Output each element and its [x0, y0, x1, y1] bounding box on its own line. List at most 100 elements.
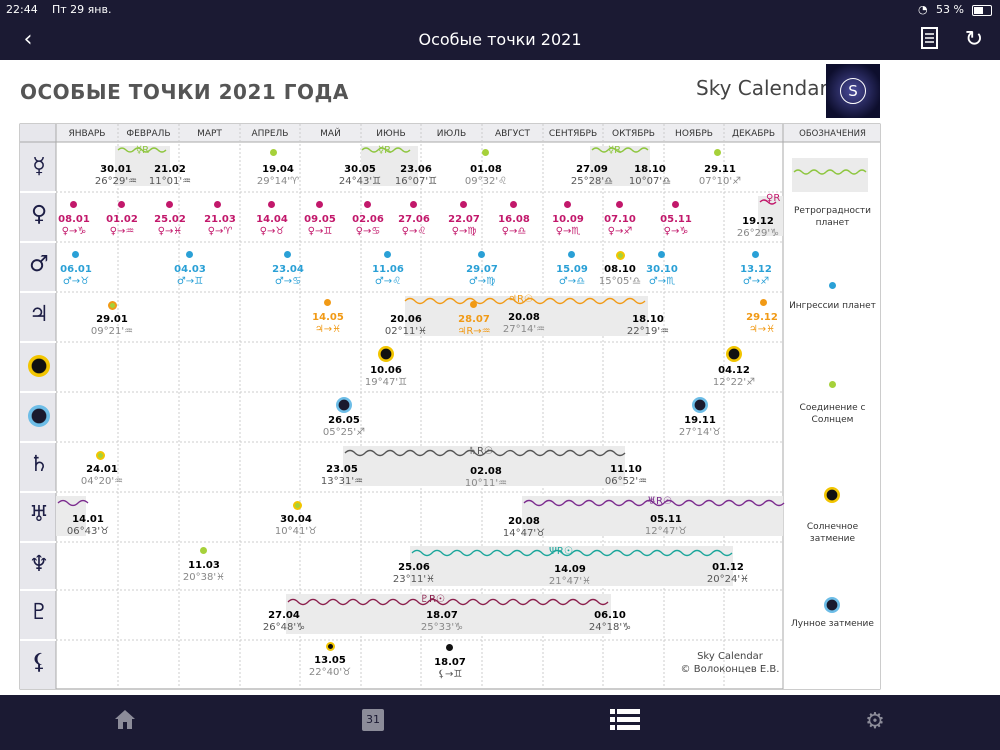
- mars-ingress-dot: [478, 251, 485, 258]
- mercury-event: 18.10 10°07'♎: [628, 164, 672, 187]
- saturn-event: 11.10 06°52'♒: [604, 464, 648, 487]
- mars-icon: ♂: [29, 252, 49, 277]
- jupiter-ingress-dot: [470, 301, 477, 308]
- mercury-conj-dot-2: [482, 149, 489, 156]
- saturn-retro-band: [343, 446, 625, 486]
- venus-retro-wave: [759, 199, 777, 205]
- month-mar: МАРТ: [197, 129, 222, 139]
- month-oct: ОКТЯБРЬ: [611, 129, 655, 139]
- venus-ingress-dot: [316, 201, 323, 208]
- pluto-icon: ♇: [29, 600, 49, 625]
- gear-icon[interactable]: ⚙: [865, 709, 885, 734]
- solar-eclipse-event: 10.06 19°47'♊: [364, 365, 408, 388]
- calendar-tab[interactable]: 31: [362, 709, 384, 731]
- mars-event: 29.07 ♂→♍: [466, 264, 498, 287]
- nav-bar: ‹ Особые точки 2021 ↻: [0, 20, 1000, 60]
- legend-ingress-dot: [829, 282, 836, 289]
- month-apr: АПРЕЛЬ: [251, 129, 289, 139]
- legend-solar: Солнечное затмение: [806, 522, 859, 544]
- venus-ingress-dot: [460, 201, 467, 208]
- neptune-event: 01.12 20°24'♓: [706, 562, 750, 585]
- mars-ingress-dot: [72, 251, 79, 258]
- mars-ingress-dot: [658, 251, 665, 258]
- venus-ingress-dot: [214, 201, 221, 208]
- neptune-retro-label: ΨR☉: [549, 546, 573, 557]
- refresh-icon[interactable]: ↻: [964, 27, 984, 52]
- credit-author: © Волоконцев Е.В.: [680, 664, 780, 675]
- venus-event: 01.02 ♀→♒: [106, 214, 138, 237]
- pluto-event: 18.07 25°33'♑: [420, 610, 464, 633]
- mars-ingress-dot: [752, 251, 759, 258]
- pluto-retro-wave: [287, 598, 609, 606]
- saturn-event: 23.05 13°31'♒: [320, 464, 364, 487]
- lunar-eclipse-icon: [28, 405, 50, 427]
- mercury-retro-band-1: [115, 146, 170, 186]
- jupiter-event: 28.07 ♃R→♒: [457, 314, 491, 337]
- legend-ingress: Ингрессии планет: [789, 301, 876, 311]
- venus-event: 25.02 ♀→♓: [154, 214, 186, 237]
- mars-event: 15.09 ♂→♎: [556, 264, 588, 287]
- brand-name: Sky Calendar: [696, 76, 828, 100]
- lilith-conj-dot: [326, 642, 335, 651]
- jupiter-event: 20.08 27°14'♒: [502, 312, 546, 335]
- venus-ingress-dot: [510, 201, 517, 208]
- mercury-retro-label-3: ☿R: [608, 145, 622, 156]
- venus-ingress-dot: [410, 201, 417, 208]
- venus-ingress-dot: [364, 201, 371, 208]
- venus-event: 21.03 ♀→♈: [204, 214, 236, 237]
- mercury-icon: ☿: [32, 154, 46, 179]
- legend-lunar: Лунное затмение: [791, 619, 874, 629]
- venus-event: 16.08 ♀→♎: [498, 214, 530, 237]
- venus-retro-label: ♀R: [766, 193, 781, 204]
- month-may: МАЙ: [320, 129, 341, 139]
- uranus-event: 30.04 10°41'♉: [274, 514, 318, 537]
- mercury-event: 01.08 09°32'♌: [464, 164, 508, 187]
- mercury-retro-label-1: ☿R: [136, 145, 150, 156]
- mars-event: 04.03 ♂→♊: [174, 264, 206, 287]
- solar-eclipse-icon: [28, 355, 50, 377]
- nav-title: Особые точки 2021: [418, 30, 582, 49]
- mercury-event: 30.05 24°43'♊: [338, 164, 382, 187]
- venus-event: 27.06 ♀→♌: [398, 214, 430, 237]
- list-icon[interactable]: [610, 707, 640, 737]
- uranus-conj-dot: [293, 501, 302, 510]
- lilith-event: 13.05 22°40'♉: [308, 655, 352, 678]
- mars-ingress-dot: [284, 251, 291, 258]
- uranus-retro-band-1: [56, 496, 86, 536]
- uranus-icon: ♅: [29, 502, 49, 527]
- mercury-conj-dot-3: [714, 149, 721, 156]
- jupiter-retro-wave: [404, 297, 646, 305]
- jupiter-ingress-dot: [760, 299, 767, 306]
- tab-bar: 31 ⚙: [0, 695, 1000, 750]
- lilith-icon: ⚸: [30, 650, 48, 675]
- mercury-retro-wave-2: [361, 147, 411, 153]
- venus-event: 10.09 ♀→♏: [552, 214, 584, 237]
- credit-brand: Sky Calendar: [697, 651, 763, 662]
- pluto-retro-label: ♇R☉: [420, 594, 445, 605]
- venus-event: 09.05 ♀→♊: [304, 214, 336, 237]
- saturn-event: 02.08 10°11'♒: [464, 466, 508, 489]
- solar-eclipse-marker: [726, 346, 742, 362]
- month-aug: АВГУСТ: [494, 129, 531, 139]
- document-icon[interactable]: [916, 26, 944, 54]
- saturn-retro-wave: [344, 449, 626, 457]
- mercury-retro-wave-3: [591, 147, 649, 153]
- mars-event: 23.04 ♂→♋: [272, 264, 304, 287]
- month-jul: ИЮЛЬ: [436, 129, 467, 139]
- mars-event: 11.06 ♂→♌: [372, 264, 404, 287]
- mercury-event: 23.06 16°07'♊: [394, 164, 438, 187]
- saturn-icon: ♄: [29, 452, 49, 477]
- venus-ingress-dot: [118, 201, 125, 208]
- jupiter-event: 29.01 09°21'♒: [90, 314, 134, 337]
- jupiter-retro-band: [405, 296, 648, 336]
- mercury-event: 21.02 11°01'♒: [148, 164, 192, 187]
- home-icon[interactable]: [110, 707, 140, 737]
- solar-eclipse-event: 04.12 12°22'♐: [712, 365, 756, 388]
- uranus-retro-wave-1: [57, 499, 89, 507]
- venus-ingress-dot: [564, 201, 571, 208]
- legend-retro: Ретроградности планет: [793, 206, 872, 228]
- jupiter-event: 29.12 ♃→♓: [746, 312, 778, 335]
- back-chevron-left-icon[interactable]: ‹: [23, 27, 33, 52]
- lunar-eclipse-event: 19.11 27°14'♉: [678, 415, 722, 438]
- venus-event: 22.07 ♀→♍: [448, 214, 480, 237]
